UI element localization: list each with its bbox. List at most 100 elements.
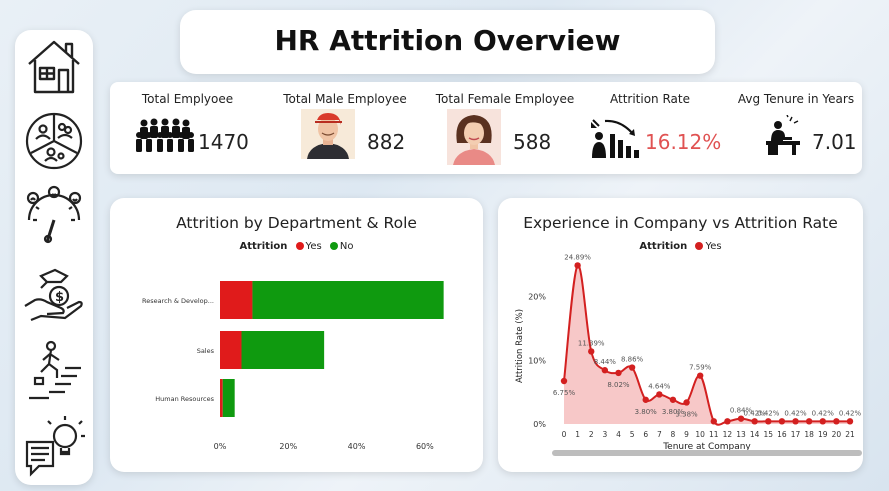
data-point xyxy=(560,377,568,385)
page-title: HR Attrition Overview xyxy=(274,24,621,57)
x-tick-label: 7 xyxy=(657,430,662,439)
x-tick-label: 11 xyxy=(709,430,719,439)
horizontal-scrollbar[interactable] xyxy=(552,450,862,456)
x-tick-label: 10 xyxy=(695,430,705,439)
kpi-value: 1470 xyxy=(198,130,249,154)
data-label: 8.86% xyxy=(621,356,644,364)
data-point xyxy=(656,391,663,398)
data-point xyxy=(683,399,690,406)
x-tick-label: 3 xyxy=(602,430,607,439)
data-point xyxy=(778,418,786,425)
x-tick-label: 8 xyxy=(671,430,676,439)
data-label: 3.80% xyxy=(662,408,685,416)
legend-swatch-no xyxy=(329,242,338,250)
employees-group-icon xyxy=(136,118,194,152)
data-label: 0.42% xyxy=(744,409,767,417)
legend-swatch-yes xyxy=(295,242,304,250)
data-label: 8.44% xyxy=(594,358,617,366)
kpi-attrition-rate: Attrition Rate 16.12% xyxy=(585,82,721,174)
x-tick-label: 14 xyxy=(750,430,760,439)
area-fill xyxy=(564,265,850,425)
data-label: 0.42% xyxy=(757,409,780,417)
legend-label-yes: Yes xyxy=(705,241,722,252)
data-label: 0.42% xyxy=(784,409,807,417)
data-point xyxy=(724,418,731,425)
legend-title: Attrition xyxy=(639,241,688,252)
data-point xyxy=(642,396,649,403)
satisfaction-gauge-icon[interactable] xyxy=(21,184,87,250)
data-label: 7.59% xyxy=(689,364,712,372)
kpi-title: Total Male Employee xyxy=(283,92,407,106)
area-chart-plot: 6.75% 24.89% 11.39% 8.44% 8.02% 8.86% 3.80% 4.6… xyxy=(515,253,861,452)
x-tick-label: 60% xyxy=(416,442,434,451)
bar-segment-no xyxy=(222,379,235,417)
female-avatar-icon xyxy=(447,109,501,165)
category-label: Human Resources xyxy=(155,395,214,403)
data-label: 8.02% xyxy=(607,381,630,389)
desk-worker-icon xyxy=(766,115,800,155)
kpi-strip: Total Emplyoee 1470 Total Male Employee … xyxy=(110,82,862,174)
title-banner: HR Attrition Overview xyxy=(180,10,715,74)
x-tick-label: 20% xyxy=(279,442,297,451)
x-tick-label: 0% xyxy=(214,442,227,451)
attrition-down-icon xyxy=(591,119,639,158)
data-label: 4.64% xyxy=(648,382,671,390)
x-tick-label: 20 xyxy=(832,430,842,439)
x-tick-label: 19 xyxy=(818,430,828,439)
y-tick-label: 20% xyxy=(528,293,546,302)
data-label: 6.75% xyxy=(553,389,576,397)
kpi-avg-tenure: Avg Tenure in Years 7.01 xyxy=(730,82,862,174)
kpi-title: Avg Tenure in Years xyxy=(737,92,855,106)
x-tick-label: 4 xyxy=(616,430,621,439)
kpi-value: 16.12% xyxy=(645,130,722,154)
data-point xyxy=(819,418,826,425)
male-avatar-icon xyxy=(301,109,355,159)
chart-legend: Attrition Yes xyxy=(498,241,863,252)
data-point xyxy=(751,418,758,425)
x-tick-label: 1 xyxy=(575,430,580,439)
category-label: Research & Develop... xyxy=(142,297,214,305)
kpi-value: 882 xyxy=(367,130,406,154)
x-tick-label: 2 xyxy=(589,430,594,439)
x-tick-label: 9 xyxy=(684,430,689,439)
chart-legend: Attrition Yes No xyxy=(110,241,483,252)
data-point xyxy=(737,415,745,422)
attrition-by-department-chart: Attrition by Department & Role Attrition… xyxy=(110,198,483,472)
kpi-title: Total Emplyoee xyxy=(141,92,234,106)
insights-lightbulb-icon[interactable] xyxy=(21,414,87,480)
y-tick-label: 0% xyxy=(533,420,546,429)
legend-swatch-yes xyxy=(695,242,704,250)
experience-vs-attrition-chart: Experience in Company vs Attrition Rate … xyxy=(498,198,863,472)
data-label: 11.39% xyxy=(578,339,605,347)
data-point xyxy=(792,418,799,425)
x-tick-label: 18 xyxy=(804,430,814,439)
data-point xyxy=(765,418,772,425)
legend-label-no: No xyxy=(339,241,354,252)
x-tick-label: 16 xyxy=(777,430,787,439)
career-ladder-icon[interactable] xyxy=(21,338,87,404)
x-tick-label: 15 xyxy=(764,430,774,439)
demographics-icon[interactable] xyxy=(21,108,87,174)
kpi-title: Total Female Employee xyxy=(435,92,575,106)
salary-hand-icon[interactable]: $ xyxy=(21,262,87,328)
kpi-female-employees: Total Female Employee 588 xyxy=(425,82,585,174)
x-tick-label: 13 xyxy=(736,430,746,439)
x-tick-label: 21 xyxy=(845,430,855,439)
data-point xyxy=(628,364,636,371)
bar-segment-yes xyxy=(220,281,253,319)
data-point xyxy=(574,262,581,269)
data-point xyxy=(601,367,609,374)
data-label: 24.89% xyxy=(564,253,591,261)
data-point xyxy=(805,418,813,425)
kpi-value: 588 xyxy=(513,130,552,154)
chart-title: Attrition by Department & Role xyxy=(176,214,417,232)
category-label: Sales xyxy=(197,347,215,355)
data-point xyxy=(846,418,854,425)
y-axis-label: Attrition Rate (%) xyxy=(515,309,525,383)
data-point xyxy=(588,348,595,355)
x-tick-label: 6 xyxy=(643,430,648,439)
chart-title: Experience in Company vs Attrition Rate xyxy=(523,214,838,232)
sidebar-nav: $ xyxy=(15,30,93,485)
home-icon[interactable] xyxy=(21,34,87,100)
data-label: 0.84% xyxy=(730,407,753,415)
